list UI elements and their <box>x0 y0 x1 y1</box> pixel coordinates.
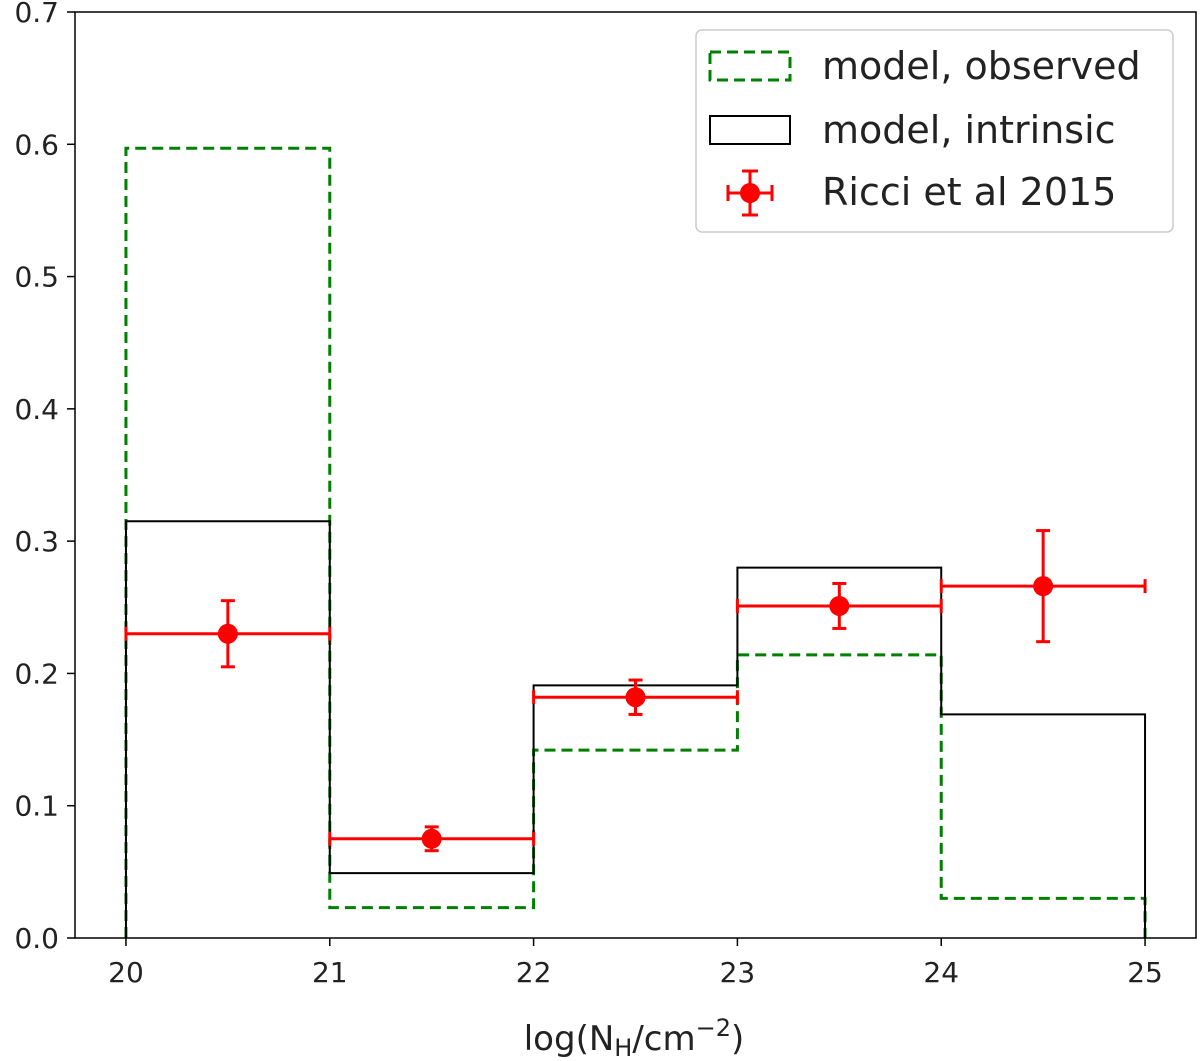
ricci-marker-4 <box>829 595 850 616</box>
ricci-marker-1 <box>217 623 238 644</box>
legend-swatch-observed <box>708 50 792 82</box>
observed-step-line <box>124 146 1147 938</box>
legend-label-intrinsic: model, intrinsic <box>822 108 1116 152</box>
axes <box>74 11 1197 939</box>
ricci-point-4 <box>735 581 943 630</box>
ricci-point-2 <box>328 825 536 853</box>
legend-swatch-intrinsic <box>709 115 791 145</box>
x-tick-label-20: 20 <box>108 956 144 989</box>
x-tick-label-25: 25 <box>1127 956 1163 989</box>
axes-frame <box>74 11 1197 939</box>
ricci-point-3 <box>532 678 739 716</box>
x-tick-label-22: 22 <box>516 956 552 989</box>
y-tick-label-0.3: 0.3 <box>14 525 59 558</box>
tick-marks: 20 21 22 23 24 25 0.0 0.1 0.2 0.3 0.4 0.5 0.6 0.7 <box>14 0 1162 989</box>
x-tick-label-24: 24 <box>923 956 959 989</box>
legend-swatch-ricci <box>726 169 774 217</box>
ricci-point-5 <box>939 529 1147 644</box>
y-tick-label-0.7: 0.7 <box>14 0 59 29</box>
legend-frame <box>695 29 1174 233</box>
legend-label-observed: model, observed <box>822 44 1141 88</box>
ricci-marker-3 <box>625 687 646 708</box>
y-tick-label-0.1: 0.1 <box>14 790 59 823</box>
legend: model, observed model, intrinsic Ricci e… <box>695 29 1174 233</box>
y-tick-label-0.6: 0.6 <box>14 128 59 161</box>
y-tick-label-0.2: 0.2 <box>14 657 59 690</box>
plot-area <box>124 146 1147 938</box>
x-tick-label-21: 21 <box>312 956 348 989</box>
y-tick-label-0.0: 0.0 <box>14 922 59 955</box>
ricci-marker-5 <box>1033 576 1054 597</box>
legend-label-ricci: Ricci et al 2015 <box>822 170 1116 214</box>
ricci-point-1 <box>124 599 332 669</box>
ricci-marker-2 <box>421 828 442 849</box>
y-tick-label-0.5: 0.5 <box>14 261 59 294</box>
x-tick-label-23: 23 <box>720 956 756 989</box>
y-tick-label-0.4: 0.4 <box>14 393 59 426</box>
x-axis-label: log(NH/cm−2) <box>524 1014 745 1061</box>
